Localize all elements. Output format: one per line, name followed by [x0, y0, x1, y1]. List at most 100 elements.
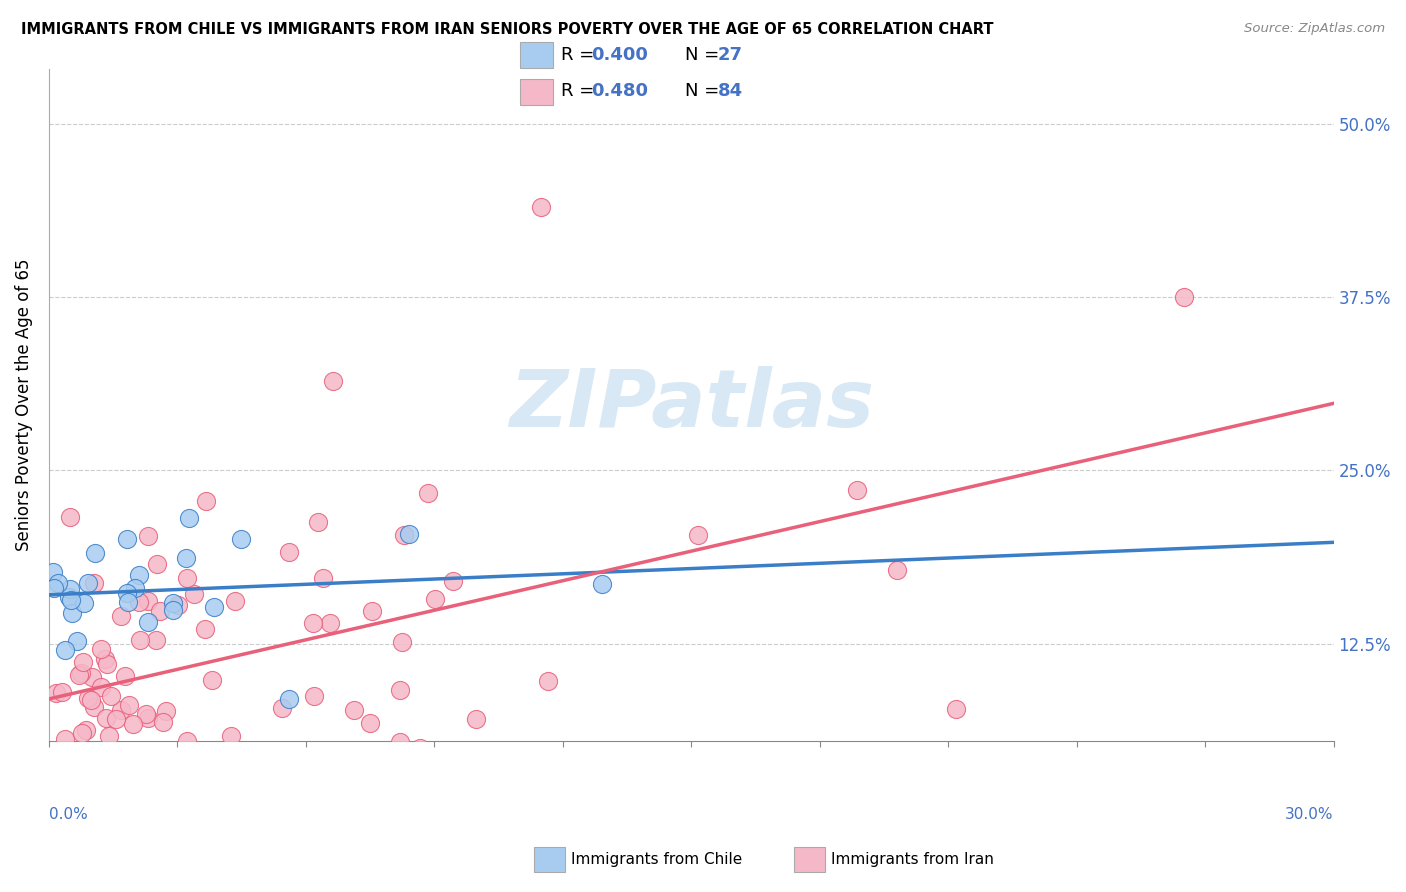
Point	[42, 754, 65, 768]
FancyBboxPatch shape	[520, 42, 553, 69]
Point	[59, 510, 82, 524]
Point	[270, 701, 292, 715]
Point	[174, 550, 197, 565]
Text: 84: 84	[718, 82, 744, 101]
Text: 0.480: 0.480	[591, 82, 648, 101]
Y-axis label: Seniors Poverty Over the Age of 65: Seniors Poverty Over the Age of 65	[15, 259, 32, 550]
Text: R =: R =	[561, 82, 600, 101]
Point	[51, 685, 73, 699]
Text: Source: ZipAtlas.com: Source: ZipAtlas.com	[1244, 22, 1385, 36]
Point	[343, 703, 366, 717]
Point	[128, 595, 150, 609]
Point	[136, 593, 159, 607]
Point	[136, 711, 159, 725]
Point	[44, 581, 66, 595]
Point	[48, 754, 70, 768]
Point	[465, 712, 488, 726]
Point	[312, 571, 335, 585]
Point	[70, 725, 93, 739]
Point	[167, 598, 190, 612]
Point	[183, 587, 205, 601]
Text: R =: R =	[561, 46, 600, 64]
Point	[128, 633, 150, 648]
Point	[176, 571, 198, 585]
Point	[392, 528, 415, 542]
Point	[945, 702, 967, 716]
Point	[162, 597, 184, 611]
Point	[537, 674, 560, 689]
Point	[441, 574, 464, 589]
Point	[72, 655, 94, 669]
Point	[128, 754, 150, 768]
Point	[77, 576, 100, 591]
Text: N =: N =	[685, 82, 725, 101]
Point	[114, 669, 136, 683]
Point	[90, 642, 112, 657]
Point	[145, 633, 167, 648]
Text: 27: 27	[718, 46, 742, 64]
Text: 0.400: 0.400	[591, 46, 648, 64]
Point	[177, 511, 200, 525]
Text: 30.0%: 30.0%	[1285, 807, 1333, 822]
Point	[224, 594, 246, 608]
Point	[280, 745, 302, 759]
Point	[361, 604, 384, 618]
Point	[391, 634, 413, 648]
Text: Immigrants from Chile: Immigrants from Chile	[571, 853, 742, 867]
Point	[322, 374, 344, 388]
Point	[83, 700, 105, 714]
Point	[135, 707, 157, 722]
Point	[72, 596, 94, 610]
Text: IMMIGRANTS FROM CHILE VS IMMIGRANTS FROM IRAN SENIORS POVERTY OVER THE AGE OF 65: IMMIGRANTS FROM CHILE VS IMMIGRANTS FROM…	[21, 22, 994, 37]
Point	[42, 565, 65, 579]
Point	[845, 483, 868, 497]
Point	[60, 606, 83, 620]
Point	[58, 590, 80, 604]
Point	[302, 616, 325, 631]
Point	[155, 704, 177, 718]
Point	[115, 533, 138, 547]
Point	[94, 711, 117, 725]
Point	[80, 692, 103, 706]
Point	[110, 609, 132, 624]
Point	[176, 734, 198, 748]
Point	[591, 576, 613, 591]
Point	[416, 486, 439, 500]
Point	[124, 582, 146, 596]
Point	[404, 754, 426, 768]
Point	[118, 698, 141, 712]
Point	[98, 730, 121, 744]
Point	[45, 686, 67, 700]
Point	[82, 670, 104, 684]
Point	[77, 690, 100, 705]
Point	[398, 527, 420, 541]
Point	[75, 723, 97, 737]
Point	[90, 680, 112, 694]
Point	[59, 582, 82, 596]
Point	[104, 713, 127, 727]
Point	[152, 715, 174, 730]
Point	[115, 586, 138, 600]
Point	[319, 616, 342, 631]
Point	[121, 717, 143, 731]
Point	[96, 657, 118, 671]
Point	[93, 754, 115, 768]
Point	[72, 744, 94, 758]
Point	[174, 754, 197, 768]
Point	[69, 665, 91, 680]
Point	[359, 716, 381, 731]
Point	[146, 557, 169, 571]
Point	[201, 673, 224, 688]
Point	[100, 690, 122, 704]
Point	[302, 689, 325, 703]
Point	[202, 599, 225, 614]
Point	[194, 493, 217, 508]
Point	[53, 731, 76, 746]
Point	[138, 529, 160, 543]
Point	[278, 545, 301, 559]
Point	[83, 576, 105, 591]
Point	[389, 683, 412, 698]
Point	[388, 735, 411, 749]
FancyBboxPatch shape	[520, 78, 553, 105]
Point	[231, 533, 253, 547]
